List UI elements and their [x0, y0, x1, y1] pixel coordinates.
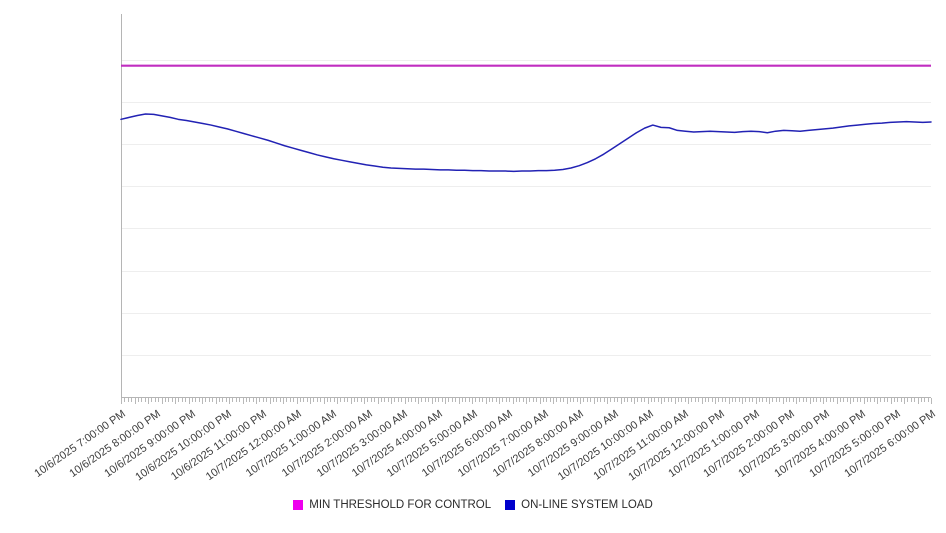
legend-item[interactable]: MIN THRESHOLD FOR CONTROL	[293, 499, 491, 511]
x-axis-minor-ticks	[121, 398, 932, 404]
x-axis-tick-labels: 10/6/2025 7:00:00 PM 10/6/2025 8:00:00 PM…	[0, 398, 946, 490]
gridlines	[121, 60, 931, 356]
line-chart-plot	[120, 14, 932, 404]
legend-color-swatch	[505, 500, 516, 510]
legend-color-swatch	[293, 500, 304, 510]
legend-item[interactable]: ON-LINE SYSTEM LOAD	[505, 499, 653, 511]
online-system-load-line	[120, 113, 932, 173]
legend-label: MIN THRESHOLD FOR CONTROL	[309, 499, 492, 511]
legend-label: ON-LINE SYSTEM LOAD	[521, 499, 653, 511]
chart-legend: MIN THRESHOLD FOR CONTROL ON-LINE SYSTEM …	[0, 494, 946, 516]
